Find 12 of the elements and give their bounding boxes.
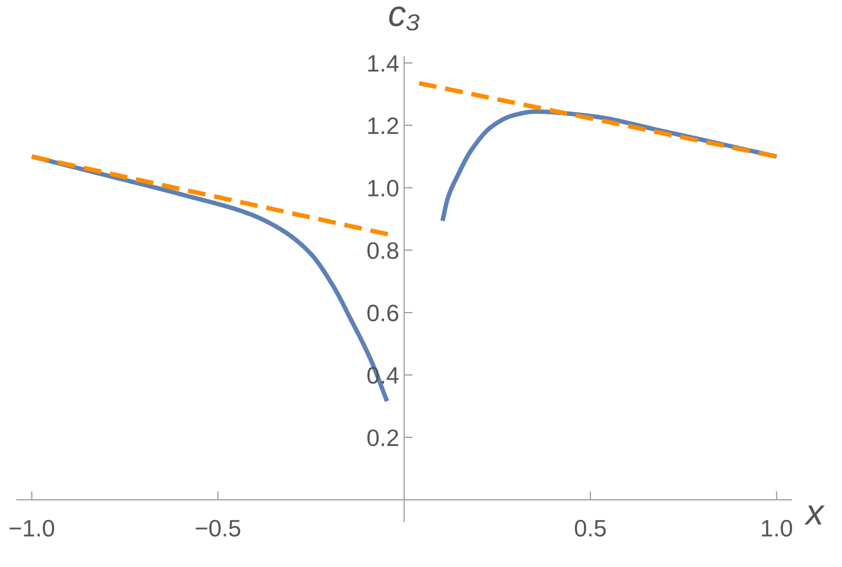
y-tick-label: 0.6 (367, 304, 398, 322)
x-tick-label: 0.5 (574, 520, 606, 537)
x-axis-title: x (804, 505, 825, 525)
y-tick-label: 1.4 (368, 55, 399, 72)
x-tick-label: 1.0 (762, 520, 792, 537)
y-tick-label: 0.8 (367, 242, 398, 259)
x-tick-label: −1.0 (10, 520, 54, 537)
y-tick-label: 0.2 (367, 429, 398, 446)
y-tick-label: 1.2 (368, 117, 398, 134)
y-tick-label: 1.0 (368, 180, 398, 197)
x-tick-label: −0.5 (196, 520, 240, 537)
y-axis-title: c₃ (389, 6, 420, 30)
